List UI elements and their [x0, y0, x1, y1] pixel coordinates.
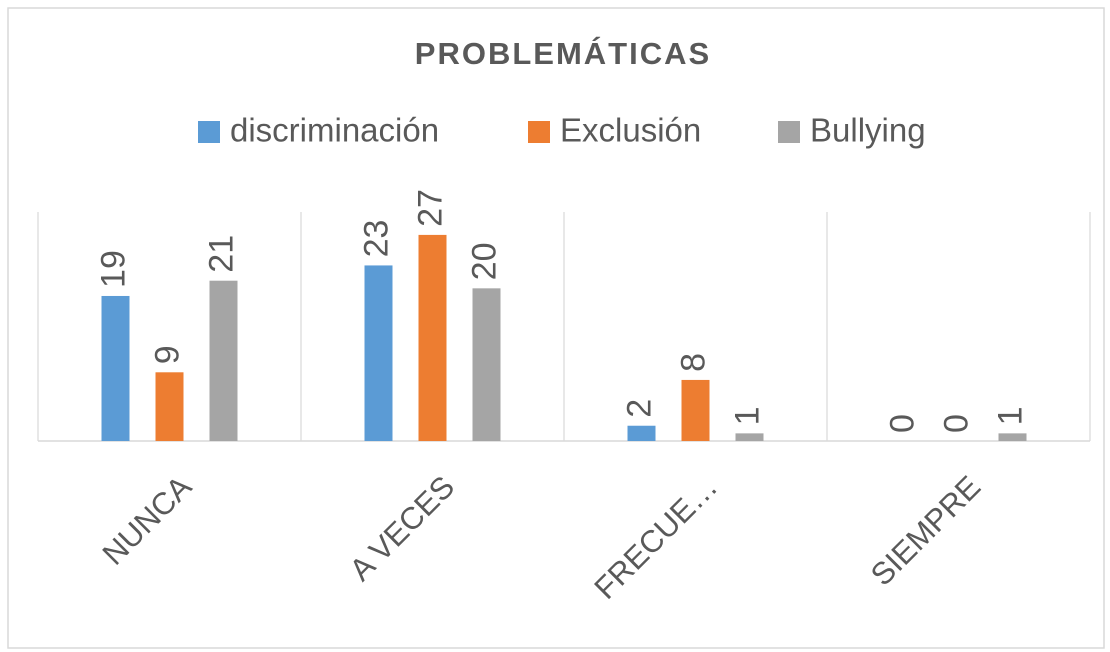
- bar: [998, 433, 1027, 441]
- data-label: 27: [411, 189, 449, 227]
- data-label: 1: [728, 406, 766, 425]
- legend-swatch: [778, 121, 800, 143]
- data-label: 23: [357, 220, 395, 258]
- data-label: 2: [620, 399, 658, 418]
- legend-label: Exclusión: [560, 112, 701, 149]
- bar: [209, 280, 238, 441]
- chart-title: PROBLEMÁTICAS: [415, 36, 711, 71]
- data-label: 8: [674, 353, 712, 372]
- legend-swatch: [528, 121, 550, 143]
- legend-label: Bullying: [810, 112, 926, 149]
- data-label: 9: [148, 345, 186, 364]
- bar: [681, 379, 710, 441]
- bar: [735, 433, 764, 441]
- data-label: 19: [94, 250, 132, 288]
- bar: [472, 288, 501, 441]
- bar: [418, 234, 447, 441]
- legend-swatch: [198, 121, 220, 143]
- chart-border: [7, 7, 1105, 649]
- data-label: 21: [202, 235, 240, 273]
- bar: [627, 425, 656, 441]
- data-label: 0: [883, 414, 921, 433]
- data-label: 1: [991, 406, 1029, 425]
- bar: [364, 265, 393, 441]
- bar: [155, 372, 184, 441]
- legend-label: discriminación: [230, 112, 439, 149]
- data-label: 20: [465, 243, 503, 281]
- data-label: 0: [937, 414, 975, 433]
- bar: [101, 295, 130, 441]
